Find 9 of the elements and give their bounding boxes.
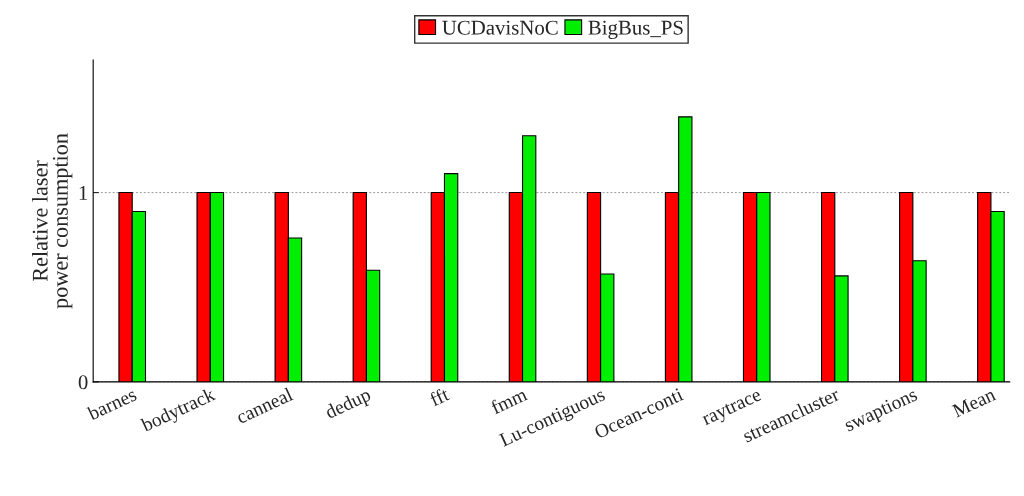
x-tick-label: barnes [86, 387, 138, 421]
y-tick-label: 0 [78, 375, 88, 390]
y-axis-title: Relative laser power consumption [32, 133, 73, 309]
x-tick-label: dedup [323, 387, 374, 423]
y-tick-label: 1 [79, 186, 88, 200]
x-tick-label: Mean [951, 387, 997, 418]
legend-label: UCDavisNoC [442, 20, 558, 35]
x-tick-label: fft [428, 386, 451, 407]
legend-label: BigBus_PS [588, 20, 683, 39]
